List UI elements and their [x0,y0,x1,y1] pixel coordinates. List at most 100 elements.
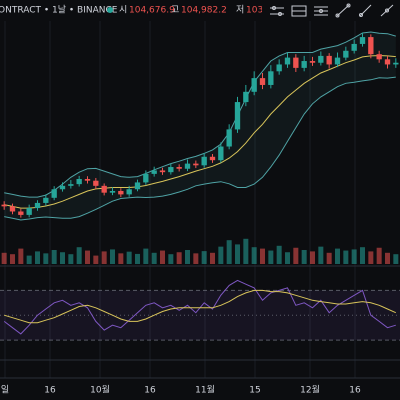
ohlc-label: 저 [236,5,244,16]
volume-bar [176,252,182,264]
tool-icon[interactable] [380,4,394,17]
x-tick-label: 15 [249,386,260,396]
candle-body [143,173,149,183]
x-tick-label: 16 [44,386,56,396]
candle-body [351,43,357,51]
candle-body [93,180,99,186]
candle-body [276,64,282,72]
volume-bar [235,244,240,264]
candle-body [109,190,116,193]
candle-body [384,59,391,65]
volume-bar [218,246,224,264]
candle-body [368,37,374,55]
volume-bar [201,251,207,264]
volume-bar [135,253,140,264]
volume-bar [268,250,274,264]
volume-bar [193,253,199,264]
volume-bar [368,251,374,264]
volume-bar [143,248,149,264]
volume-bar [35,251,40,264]
volume-bar [118,253,124,264]
candle-body [68,184,74,186]
ohlc-label: 시 [119,5,127,16]
x-tick-label: 12월 [300,384,320,396]
volume-bar [210,252,215,264]
candle-body [326,55,332,65]
candle-body [26,208,32,215]
candle-body [318,55,324,63]
volume-bar [60,252,65,264]
candle-body [43,197,49,203]
candle-body [159,170,166,173]
volume-bar [68,254,74,264]
candle-body [34,202,41,209]
candle-body [59,185,66,190]
candle-body [251,78,257,92]
candle-body [343,50,349,58]
x-tick-label: 16 [349,386,361,396]
bollinger-lower [4,76,396,221]
volume-bar [10,254,15,264]
rsi-ma-line [4,289,397,324]
ohlc-value: 104,982.2 [181,6,227,16]
candle-body [176,167,182,169]
tool-icon[interactable] [270,6,284,16]
candle-body [309,61,316,63]
candle-body [393,62,399,65]
volume-bar [1,252,7,264]
candle-body [184,163,191,169]
volume-bar [351,249,357,264]
bollinger-fill [4,32,396,220]
x-tick-label: 10월 [90,384,110,396]
volume-bar [360,247,365,264]
volume-bar [376,247,382,264]
tool-icon[interactable] [291,5,307,17]
x-tick-label: 11월 [195,384,215,396]
volume-bar [260,248,265,264]
volume-bar [335,248,340,264]
volume-bar [393,254,399,264]
candle-body [259,78,266,85]
candle-body [234,102,241,130]
volume-bar [101,251,107,264]
volume-bar [251,247,257,264]
marks [0,31,400,341]
tool-icon[interactable] [314,6,328,16]
volume-bar [93,255,99,264]
volume-bar [110,249,115,264]
volume-bar [310,251,315,264]
candle-body [268,71,274,85]
volume-bar [226,240,232,264]
candle-body [168,167,174,173]
grid [4,21,356,378]
toolbar [262,0,400,21]
volume-bar [343,250,349,264]
tool-icon[interactable] [359,4,372,17]
ohlc-value: 103. [246,6,266,16]
candle-body [118,190,124,195]
candle-body [134,182,141,190]
candle-body [334,57,341,65]
ohlc-label: 고 [171,6,179,16]
candle-body [51,189,57,198]
candle-body [284,57,291,65]
status-dot [107,7,113,13]
candle-body [9,206,16,212]
candle-body [218,146,224,161]
tool-icon[interactable] [335,3,351,18]
candle-body [193,163,199,166]
volume-bar [51,250,57,264]
x-tick-label: 16 [144,386,156,396]
bollinger-mid [4,55,396,209]
candle-body [126,189,132,195]
candle-body [359,37,366,44]
volume-bar [85,250,90,264]
candle-body [243,91,249,103]
volume-bar [160,250,165,264]
volume-bar [18,248,24,264]
volume-bar [293,247,299,264]
volume-bar [385,252,390,264]
volume-bar [43,253,49,264]
